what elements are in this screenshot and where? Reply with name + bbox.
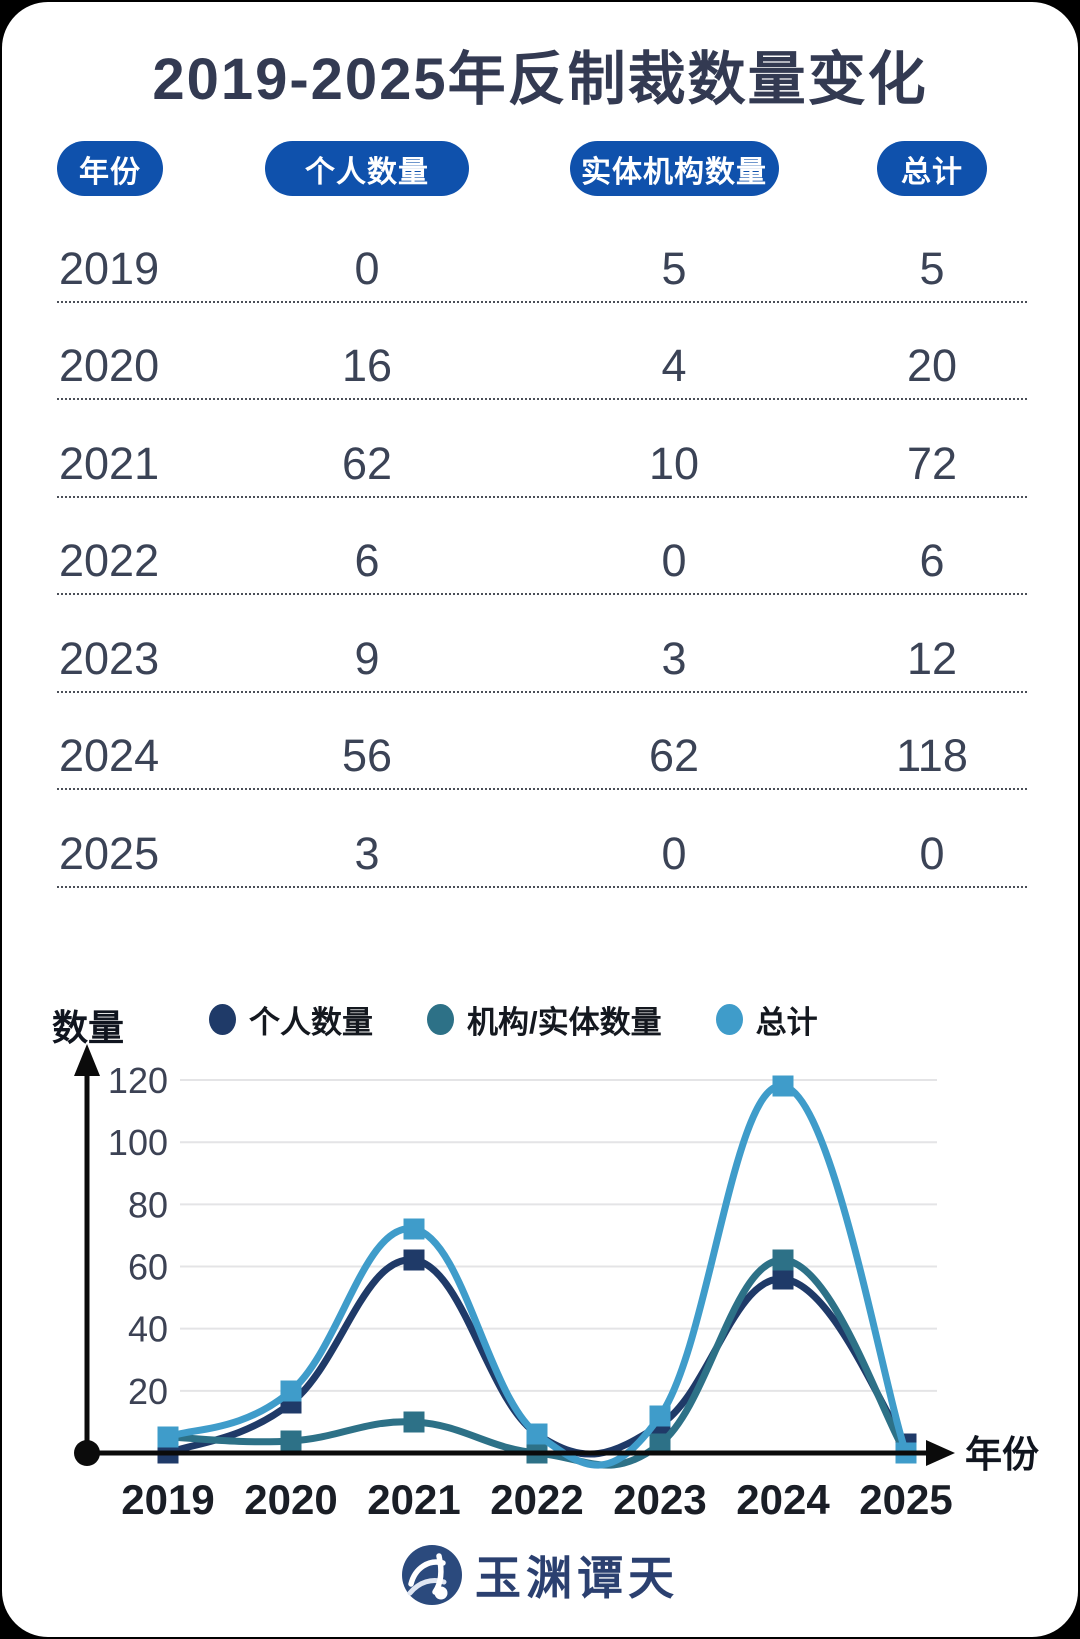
year-cell: 2025	[59, 827, 160, 879]
x-tick-label: 2019	[121, 1476, 214, 1523]
y-tick-label: 80	[128, 1184, 168, 1225]
table-header-personal: 个人数量	[265, 141, 469, 196]
data-point	[280, 1380, 302, 1402]
legend-label: 机构/实体数量	[467, 1004, 662, 1040]
table-row: 2024 56 62 118	[57, 693, 1027, 790]
legend-item-total: 总计	[715, 997, 818, 1042]
entity-cell: 10	[648, 437, 700, 489]
x-tick-label: 2024	[736, 1476, 830, 1523]
data-point	[772, 1075, 794, 1097]
total-cell: 20	[906, 340, 958, 391]
year-cell: 2022	[59, 535, 160, 586]
entity-cell: 62	[648, 730, 700, 781]
y-tick-label: 20	[128, 1371, 168, 1412]
y-tick-label: 60	[128, 1247, 168, 1288]
total-cell: 118	[896, 730, 968, 781]
table-row: 2019 0 5 5	[57, 205, 1027, 303]
page-title: 2019-2025年反制裁数量变化	[152, 47, 928, 112]
gridlines	[180, 1079, 937, 1392]
data-point	[649, 1433, 671, 1455]
series-line	[164, 1082, 910, 1469]
data-point	[772, 1249, 794, 1271]
year-cell: 2024	[59, 730, 160, 781]
entity-cell: 4	[661, 340, 687, 391]
legend-item-personal: 个人数量	[209, 997, 373, 1042]
personal-cell: 9	[354, 632, 380, 684]
y-tick-label: 40	[128, 1309, 168, 1350]
legend-dot-icon	[209, 1003, 236, 1035]
legend-dot-icon	[715, 1003, 743, 1035]
y-axis-title: 数量	[52, 1007, 125, 1048]
brand-footer: 玉渊谭天	[2, 1542, 1078, 1608]
table-row: 2021 62 10 72	[57, 400, 1027, 498]
entity-cell: 0	[661, 535, 687, 586]
total-cell: 72	[906, 437, 958, 489]
x-tick-label: 2021	[367, 1476, 460, 1523]
x-tick-label: 2023	[613, 1476, 706, 1523]
legend-label: 个人数量	[249, 1004, 373, 1040]
entity-cell: 0	[661, 827, 687, 879]
origin-dot	[74, 1440, 100, 1466]
table-body: 2019 0 5 5 2020 16 4 20 2021 62 10 72 20…	[57, 205, 1027, 888]
data-point	[526, 1423, 548, 1445]
personal-cell: 62	[341, 437, 393, 489]
table-row: 2025 3 0 0	[57, 790, 1027, 888]
brand-logo-icon	[402, 1545, 462, 1605]
personal-cell: 0	[354, 242, 380, 294]
year-cell: 2020	[59, 340, 160, 391]
brand-name: 玉渊谭天	[475, 1553, 679, 1604]
data-point	[649, 1405, 671, 1427]
y-tick-label: 120	[108, 1060, 168, 1101]
entity-cell: 5	[661, 242, 687, 294]
personal-cell: 6	[354, 535, 380, 586]
data-point	[157, 1426, 179, 1448]
series-group	[157, 1075, 917, 1469]
x-axis-title: 年份	[965, 1434, 1039, 1475]
chart-legend: 个人数量 机构/实体数量 总计	[209, 997, 818, 1041]
x-tick-label: 2025	[859, 1476, 952, 1523]
x-tick-label: 2020	[244, 1476, 337, 1523]
entity-cell: 3	[661, 632, 687, 684]
table-header-year: 年份	[57, 141, 163, 196]
x-tick-labels: 2019 2020 2021 2022 2023 2024 2025	[121, 1476, 952, 1523]
y-axis-arrow-icon	[74, 1044, 100, 1076]
personal-cell: 16	[341, 340, 393, 391]
total-cell: 6	[919, 535, 945, 586]
table-row: 2023 9 3 12	[57, 595, 1027, 693]
data-point	[403, 1411, 425, 1433]
table-row: 2020 16 4 20	[57, 303, 1027, 400]
data-point	[772, 1268, 794, 1290]
total-cell: 12	[906, 632, 958, 684]
total-cell: 5	[919, 242, 945, 294]
total-cell: 0	[919, 827, 945, 879]
data-point	[403, 1218, 425, 1240]
data-point	[280, 1430, 302, 1452]
year-cell: 2021	[59, 437, 160, 489]
legend-dot-icon	[427, 1003, 454, 1035]
table-header-row: 年份 个人数量 实体机构数量 总计	[57, 141, 1027, 196]
table-header-entity: 实体机构数量	[569, 141, 779, 196]
personal-cell: 3	[354, 827, 380, 879]
data-point	[403, 1249, 425, 1271]
table-row: 2022 6 0 6	[57, 498, 1027, 595]
legend-label: 总计	[755, 1004, 818, 1040]
year-cell: 2019	[59, 242, 160, 294]
y-tick-label: 100	[108, 1122, 168, 1163]
personal-cell: 56	[341, 730, 393, 781]
x-tick-label: 2022	[490, 1476, 583, 1523]
table-header-total: 总计	[877, 141, 987, 196]
y-tick-labels: 20 40 60 80 100 120	[108, 1060, 168, 1412]
year-cell: 2023	[59, 632, 160, 684]
x-axis-arrow-icon	[926, 1440, 955, 1466]
legend-item-entity: 机构/实体数量	[427, 997, 662, 1042]
